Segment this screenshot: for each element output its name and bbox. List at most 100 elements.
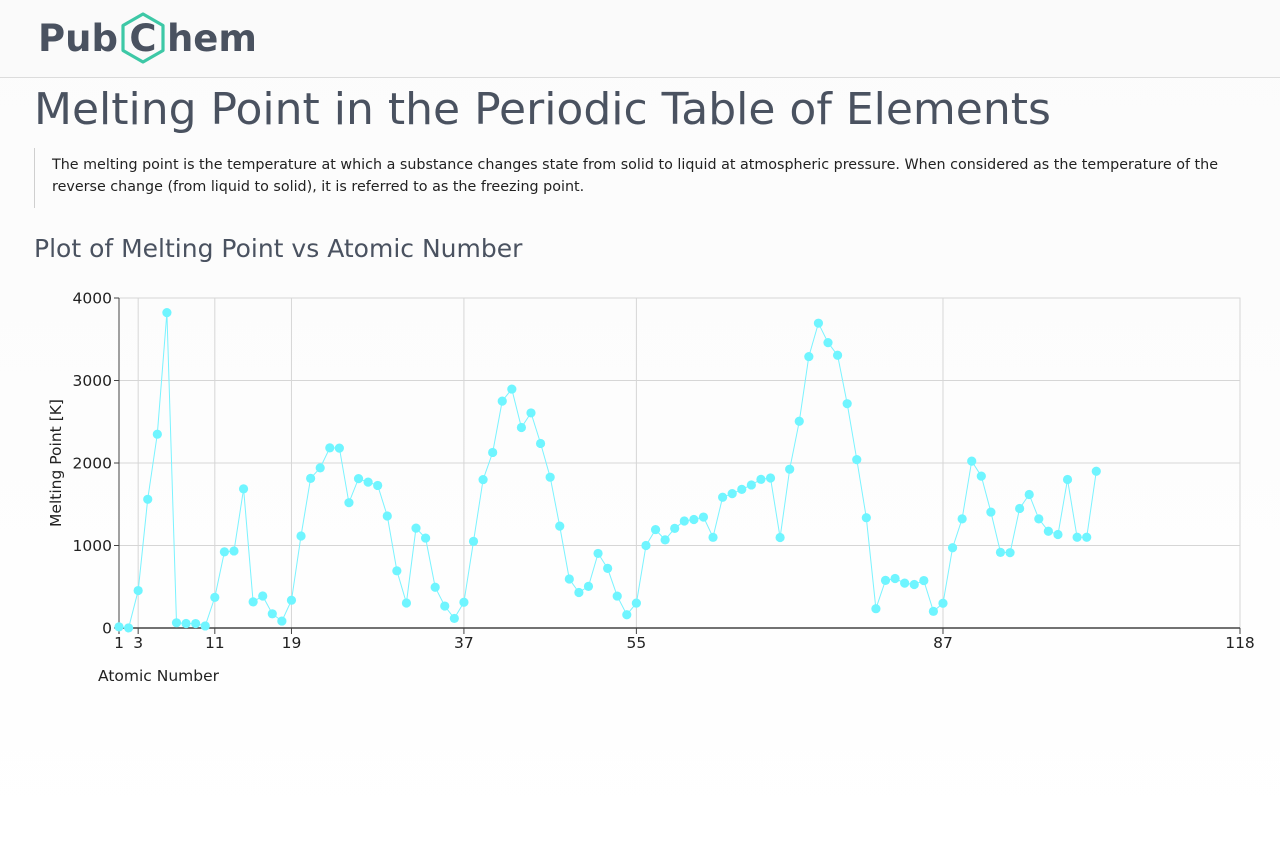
data-point — [1015, 503, 1025, 514]
data-point — [459, 597, 469, 607]
hexagon-logo-icon: C — [120, 12, 166, 64]
data-point — [631, 598, 641, 608]
data-point — [746, 480, 756, 490]
data-point — [986, 507, 996, 517]
data-point — [353, 473, 364, 484]
data-point — [325, 443, 335, 453]
data-point — [794, 416, 804, 426]
pubchem-logo[interactable]: Pub C hem — [38, 12, 257, 64]
data-point — [219, 547, 229, 557]
data-point — [171, 618, 182, 628]
data-point — [123, 623, 134, 633]
data-point — [1024, 489, 1034, 500]
data-point — [919, 575, 929, 586]
data-point — [526, 408, 536, 418]
data-point — [823, 338, 833, 348]
data-point — [689, 514, 699, 525]
y-tick-label: 1000 — [73, 537, 112, 555]
data-point — [555, 521, 565, 531]
data-point — [593, 548, 603, 559]
data-point — [1053, 529, 1063, 540]
chart-axes — [114, 297, 1241, 634]
page-title: Melting Point in the Periodic Table of E… — [34, 84, 1051, 135]
x-tick-label: 87 — [933, 634, 953, 652]
data-point — [842, 399, 852, 409]
x-tick-label: 19 — [282, 634, 302, 652]
data-point — [286, 595, 297, 605]
data-point — [334, 443, 344, 453]
data-point — [852, 455, 862, 465]
data-point — [449, 613, 459, 624]
data-point — [650, 524, 661, 535]
data-point — [315, 463, 325, 473]
data-point — [440, 601, 450, 611]
data-point — [373, 480, 383, 491]
data-point — [641, 540, 651, 551]
data-point — [200, 621, 210, 631]
data-point — [420, 533, 431, 543]
data-point — [861, 513, 871, 523]
data-point — [114, 622, 124, 632]
data-point — [995, 547, 1006, 557]
data-point — [401, 598, 412, 608]
data-point — [727, 489, 737, 499]
x-axis-title: Atomic Number — [98, 667, 220, 685]
data-point — [1072, 532, 1082, 542]
data-point — [603, 563, 613, 573]
data-point — [804, 351, 814, 362]
data-point — [411, 523, 421, 533]
data-point — [152, 429, 162, 439]
data-point — [583, 581, 594, 591]
data-point — [928, 606, 939, 616]
data-point — [900, 578, 910, 588]
header-bar: Pub C hem — [0, 0, 1280, 78]
data-point — [545, 472, 555, 482]
data-point — [756, 474, 766, 484]
chart-tick-labels: 0 1000 2000 3000 4000 1 3 11 19 37 55 87 118 — [73, 290, 1255, 653]
data-point — [1005, 548, 1015, 558]
data-point — [679, 516, 689, 526]
logo-text-left: Pub — [38, 16, 118, 60]
data-point — [238, 484, 249, 494]
data-point — [947, 543, 958, 553]
x-tick-label: 55 — [627, 634, 647, 652]
data-point — [1082, 532, 1092, 542]
data-point — [392, 566, 402, 576]
y-tick-label: 3000 — [73, 372, 112, 390]
data-point — [622, 610, 632, 620]
data-point — [698, 512, 709, 522]
data-point — [737, 484, 747, 494]
x-tick-label: 1 — [114, 634, 124, 652]
y-tick-label: 4000 — [73, 290, 112, 308]
data-point — [957, 514, 967, 524]
data-point — [306, 473, 316, 483]
data-point — [191, 618, 201, 629]
data-point — [267, 609, 277, 619]
data-point — [535, 438, 546, 449]
series-line — [118, 312, 1097, 629]
chart-grid — [118, 297, 1241, 629]
data-point — [1062, 474, 1073, 485]
x-tick-label: 118 — [1225, 634, 1255, 652]
logo-text-right: hem — [166, 16, 257, 60]
data-point — [660, 535, 670, 545]
data-point — [507, 384, 517, 394]
data-point — [909, 579, 919, 590]
data-point — [880, 575, 891, 585]
y-axis-title: Melting Point [K] — [47, 399, 65, 527]
data-point — [871, 604, 881, 614]
data-point — [938, 598, 948, 608]
data-point — [976, 471, 986, 481]
data-point — [277, 616, 287, 626]
data-point — [718, 492, 728, 502]
data-point — [162, 308, 172, 318]
data-point — [775, 532, 785, 543]
data-point — [430, 582, 440, 592]
x-tick-label: 37 — [454, 634, 474, 652]
data-point — [133, 585, 143, 596]
data-point — [143, 494, 153, 504]
data-point — [478, 474, 488, 485]
data-point — [344, 498, 354, 508]
data-point — [468, 536, 479, 546]
